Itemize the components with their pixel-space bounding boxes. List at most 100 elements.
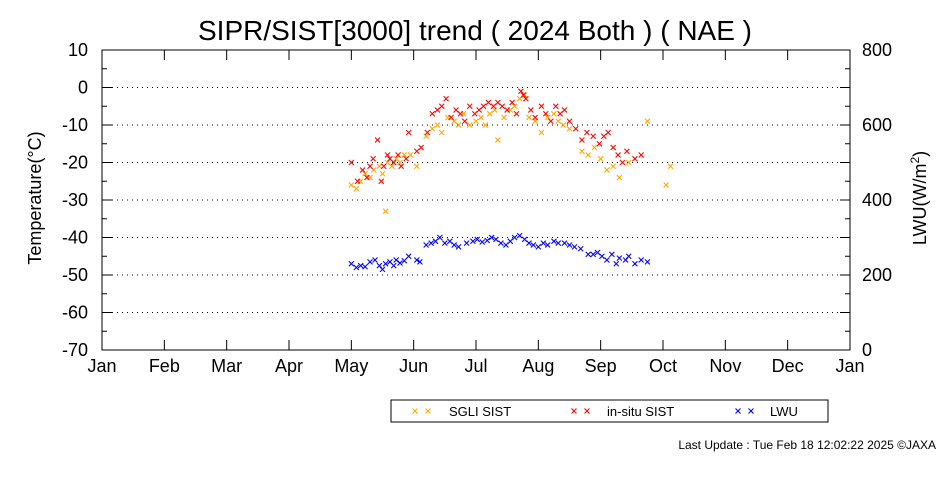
point-lwu	[561, 240, 568, 247]
point-sgli-sist	[511, 103, 518, 110]
legend-marker-lwu	[735, 408, 741, 414]
point-in-situ-sist	[466, 103, 473, 110]
point-sgli-sist	[362, 170, 368, 177]
y-tick-label: -50	[62, 265, 88, 285]
x-tick-label: Jun	[399, 356, 428, 376]
point-in-situ-sist	[367, 163, 373, 170]
point-lwu	[644, 258, 651, 265]
point-in-situ-sist	[359, 167, 366, 173]
point-lwu	[423, 242, 430, 248]
point-sgli-sist	[551, 110, 557, 117]
point-in-situ-sist	[579, 137, 585, 143]
point-in-situ-sist	[532, 114, 539, 121]
point-lwu	[613, 260, 620, 267]
x-tick-label: Aug	[522, 356, 554, 376]
point-in-situ-sist	[378, 178, 385, 185]
legend-marker-in-situ-sist	[571, 408, 577, 414]
axis-tick-labels: 100-10-20-30-40-50-60-708006004002000Jan…	[62, 40, 892, 376]
point-in-situ-sist	[354, 178, 361, 185]
point-sgli-sist	[585, 152, 592, 158]
point-lwu	[590, 251, 597, 258]
point-lwu	[577, 245, 584, 252]
point-in-situ-sist	[448, 114, 454, 121]
point-in-situ-sist	[615, 152, 622, 158]
point-in-situ-sist	[374, 137, 381, 143]
point-sgli-sist	[494, 137, 501, 143]
point-lwu	[353, 264, 360, 271]
point-sgli-sist	[610, 163, 617, 170]
legend-marker-in-situ-sist	[584, 408, 590, 414]
point-sgli-sist	[667, 163, 674, 170]
point-in-situ-sist	[348, 159, 355, 166]
x-tick-label: Apr	[275, 356, 303, 376]
point-sgli-sist	[348, 182, 355, 188]
point-lwu	[474, 236, 481, 243]
y2-axis-label-main: LWU(W/m	[910, 164, 930, 246]
legend-label-sgli-sist: SGLI SIST	[449, 404, 511, 419]
point-lwu	[348, 260, 355, 267]
point-in-situ-sist	[584, 129, 590, 136]
point-in-situ-sist	[517, 88, 524, 95]
legend-label-in-situ-sist: in-situ SIST	[607, 404, 674, 419]
point-in-situ-sist	[610, 144, 617, 151]
point-in-situ-sist	[418, 144, 425, 151]
y-tick-label: 0	[78, 78, 88, 98]
point-lwu	[413, 257, 420, 263]
y-tick-label: -20	[62, 153, 88, 173]
point-lwu	[516, 232, 523, 239]
legend-marker-sgli-sist	[425, 408, 431, 414]
point-lwu	[401, 257, 408, 264]
point-sgli-sist	[501, 114, 507, 121]
y-tick-label: 10	[68, 40, 88, 60]
x-tick-label: Feb	[149, 356, 180, 376]
point-in-situ-sist	[566, 118, 573, 125]
chart-title: SIPR/SIST[3000] trend ( 2024 Both ) ( NA…	[198, 15, 752, 46]
point-in-situ-sist	[605, 129, 612, 136]
point-in-situ-sist	[390, 159, 397, 166]
point-lwu	[535, 243, 542, 250]
point-lwu	[599, 253, 605, 260]
point-lwu	[540, 240, 547, 247]
y-tick-label: -30	[62, 190, 88, 210]
point-lwu	[484, 237, 491, 244]
y-axis-label: Temperature(°C)	[25, 131, 45, 264]
point-sgli-sist	[353, 185, 360, 192]
x-tick-label: Oct	[649, 356, 677, 376]
point-sgli-sist	[597, 155, 604, 162]
x-tick-label: Sep	[585, 356, 617, 376]
point-in-situ-sist	[572, 125, 579, 132]
point-in-situ-sist	[438, 103, 445, 110]
point-lwu	[585, 251, 592, 258]
point-in-situ-sist	[395, 152, 401, 158]
point-sgli-sist	[555, 118, 562, 125]
point-lwu	[551, 238, 557, 245]
point-in-situ-sist	[457, 110, 464, 117]
legend-markers	[412, 408, 754, 414]
point-lwu	[498, 240, 504, 247]
point-lwu	[616, 255, 623, 262]
point-sgli-sist	[434, 122, 441, 128]
point-in-situ-sist	[520, 92, 527, 98]
point-lwu	[379, 266, 386, 273]
x-tick-label: Dec	[772, 356, 804, 376]
point-lwu	[544, 242, 551, 248]
point-sgli-sist	[625, 159, 632, 166]
point-sgli-sist	[478, 114, 484, 121]
x-tick-label: Mar	[211, 356, 242, 376]
point-sgli-sist	[376, 163, 383, 170]
point-in-situ-sist	[590, 133, 597, 140]
point-sgli-sist	[429, 125, 436, 132]
point-lwu	[566, 242, 573, 248]
point-sgli-sist	[591, 144, 598, 151]
point-lwu	[405, 253, 412, 260]
y-axis-title: Temperature(°C)	[25, 131, 45, 264]
point-in-situ-sist	[552, 103, 559, 110]
y-tick-label: -10	[62, 115, 88, 135]
point-lwu	[555, 240, 562, 247]
point-in-situ-sist	[485, 99, 492, 106]
point-lwu	[362, 263, 368, 270]
y2-axis-label: LWU(W/m2)	[908, 151, 930, 245]
point-sgli-sist	[644, 118, 651, 125]
x-tick-label: Nov	[709, 356, 741, 376]
point-lwu	[469, 238, 476, 245]
